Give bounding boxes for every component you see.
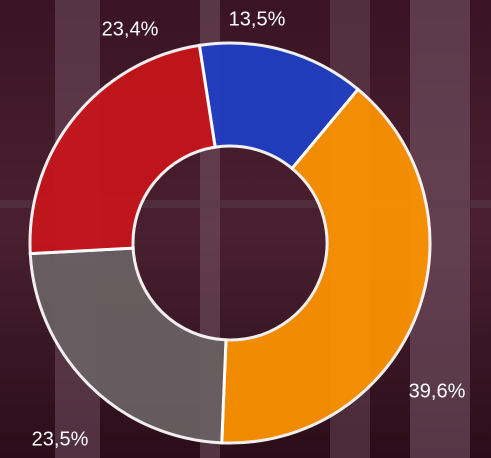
value-label: 39,6% [409,380,466,402]
value-label: 23,4% [102,18,159,40]
chart: 13,5% 39,6% 23,5% 23,4% [0,0,491,458]
value-label: 13,5% [229,8,286,30]
value-label: 23,5% [32,428,89,450]
page: 13,5%39,6%23,5%23,4% (() => { const data… [0,0,491,458]
